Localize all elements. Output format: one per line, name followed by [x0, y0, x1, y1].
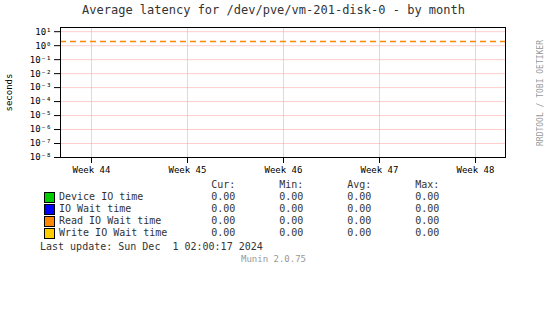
- svg-text:10⁻⁴: 10⁻⁴: [30, 96, 52, 106]
- svg-text:seconds: seconds: [4, 74, 14, 112]
- svg-text:10⁻⁸: 10⁻⁸: [30, 152, 52, 162]
- html-text:Read IO Wait time: Read IO Wait time: [59, 215, 162, 226]
- html-text:0.00: 0.00: [211, 215, 236, 226]
- html-text:0.00: 0.00: [347, 215, 372, 226]
- html-text:0.00: 0.00: [415, 203, 440, 214]
- svg-text:10⁻⁷: 10⁻⁷: [30, 138, 52, 148]
- html-text:0.00: 0.00: [415, 191, 440, 202]
- svg-text:10⁻⁵: 10⁻⁵: [30, 110, 52, 120]
- html-text:IO Wait time: IO Wait time: [59, 203, 132, 214]
- html-text:0.00: 0.00: [211, 191, 236, 202]
- html-text:Max:: Max:: [415, 179, 440, 190]
- svg-text:Week 44: Week 44: [73, 165, 111, 175]
- html-text:0.00: 0.00: [415, 227, 440, 238]
- html-text:0.00: 0.00: [347, 203, 372, 214]
- svg-text:10⁻²: 10⁻²: [30, 69, 52, 79]
- svg-text:Week 47: Week 47: [361, 165, 399, 175]
- html-text:0.00: 0.00: [415, 215, 440, 226]
- html-text:Cur:: Cur:: [211, 179, 236, 190]
- svg-text:Week 48: Week 48: [457, 165, 495, 175]
- svg-text:10⁻⁶: 10⁻⁶: [30, 124, 52, 134]
- html-text:Last update: Sun Dec 1 02:00:1: Last update: Sun Dec 1 02:00:17 2024: [40, 241, 263, 252]
- html-text:Munin 2.0.75: Munin 2.0.75: [241, 254, 306, 264]
- svg-text:10¹: 10¹: [35, 27, 51, 37]
- svg-text:10⁻³: 10⁻³: [30, 82, 52, 92]
- html-text:Average latency for /dev/pve/v: Average latency for /dev/pve/vm-201-disk…: [82, 3, 465, 17]
- html-text:0.00: 0.00: [347, 191, 372, 202]
- html-text:0.00: 0.00: [347, 227, 372, 238]
- html-text:RRDTOOL / TOBI OETIKER: RRDTOOL / TOBI OETIKER: [536, 40, 545, 146]
- html-text:Write IO Wait time: Write IO Wait time: [59, 227, 168, 238]
- html-text:0.00: 0.00: [279, 191, 304, 202]
- html-text:Min:: Min:: [279, 179, 304, 190]
- html-text:0.00: 0.00: [279, 203, 304, 214]
- html-text:0.00: 0.00: [211, 203, 236, 214]
- svg-text:10⁰: 10⁰: [35, 41, 51, 51]
- html-text:Avg:: Avg:: [347, 179, 372, 190]
- html-text:Device IO time: Device IO time: [59, 191, 144, 202]
- html-text:0.00: 0.00: [279, 215, 304, 226]
- svg-text:Week 45: Week 45: [169, 165, 207, 175]
- html-text:0.00: 0.00: [211, 227, 236, 238]
- svg-text:10⁻¹: 10⁻¹: [30, 55, 52, 65]
- html-text:0.00: 0.00: [279, 227, 304, 238]
- svg-text:Week 46: Week 46: [265, 165, 303, 175]
